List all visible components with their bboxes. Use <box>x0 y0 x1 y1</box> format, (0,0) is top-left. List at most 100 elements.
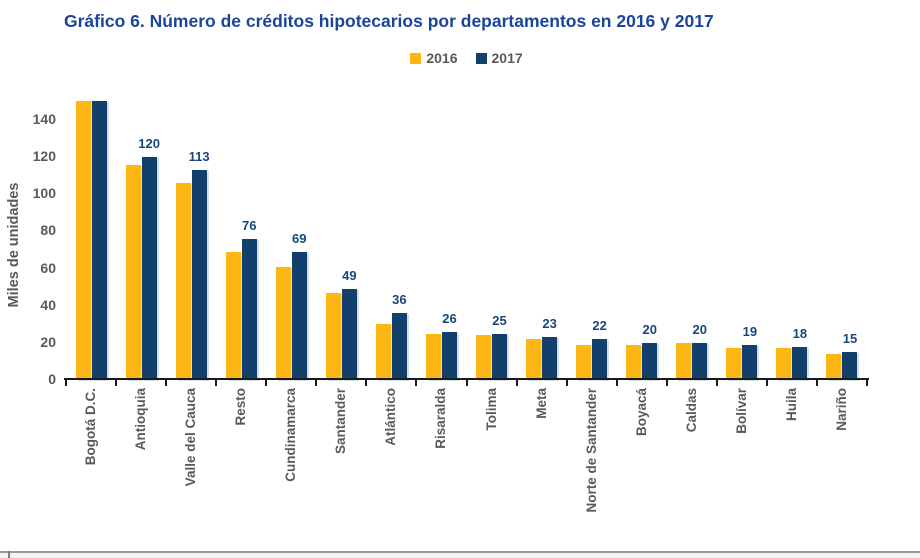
bar-2017 <box>592 339 608 380</box>
bar-2017 <box>842 352 858 380</box>
x-axis-tick <box>866 380 868 386</box>
category-label: Bolívar <box>733 388 749 434</box>
chart-title: Gráfico 6. Número de créditos hipotecari… <box>64 11 714 31</box>
y-axis-tick-label: 40 <box>40 296 56 313</box>
x-axis-tick <box>665 380 668 386</box>
bar-2017 <box>742 344 758 380</box>
value-label: 120 <box>138 136 160 152</box>
x-axis-tick <box>65 380 67 386</box>
y-axis-tick-label: 120 <box>32 148 56 165</box>
value-label: 20 <box>642 321 657 337</box>
category-label: Boyacá <box>633 388 649 437</box>
value-label: 69 <box>292 230 307 246</box>
value-label: 20 <box>692 321 708 337</box>
y-axis-tick-label: 140 <box>32 111 56 127</box>
bar-2016 <box>125 164 141 380</box>
value-label: 15 <box>842 331 858 347</box>
bar-2016 <box>476 335 492 380</box>
y-axis-tick-label: 60 <box>40 259 56 276</box>
value-label: 76 <box>241 217 257 233</box>
x-axis-tick <box>115 380 118 386</box>
category-label: Caldas <box>683 388 699 433</box>
bar-2016 <box>275 266 291 380</box>
legend-label: 2016 <box>426 50 458 66</box>
x-axis-tick <box>415 380 418 386</box>
bar-2016 <box>425 333 441 380</box>
bar-2017 <box>692 342 708 380</box>
category-label: Atlántico <box>383 388 399 446</box>
legend-label: 2017 <box>491 50 523 66</box>
chart-legend: 2016 2017 <box>66 50 867 66</box>
value-label: 113 <box>188 149 210 165</box>
bar-2016 <box>526 339 542 380</box>
value-label: 36 <box>392 292 407 308</box>
bottom-divider-notch <box>8 551 10 558</box>
value-label: 23 <box>542 316 557 332</box>
x-axis-tick <box>765 380 768 386</box>
x-axis-tick <box>215 380 218 386</box>
category-label: Nariño <box>833 388 849 431</box>
legend-item-2017: 2017 <box>475 50 523 66</box>
bar-2017 <box>141 157 157 380</box>
category-label: Antioquia <box>133 388 149 451</box>
bar-2017 <box>542 337 558 380</box>
category-label: Bogotá D.C. <box>83 388 99 466</box>
bar-2016 <box>225 251 241 380</box>
bar-2017 <box>291 251 307 380</box>
value-label: 25 <box>492 312 507 328</box>
bar-2016 <box>726 348 742 380</box>
x-axis-tick <box>715 380 718 386</box>
x-axis-tick <box>815 380 818 386</box>
value-label: 18 <box>792 325 808 341</box>
category-label: Santander <box>333 388 349 455</box>
x-axis-tick <box>465 380 468 386</box>
category-label: Valle del Cauca <box>183 388 199 487</box>
value-label: 49 <box>342 268 357 283</box>
x-axis-tick <box>165 380 168 386</box>
bar-2016 <box>826 354 842 380</box>
x-axis-tick <box>515 380 518 386</box>
category-label: Meta <box>533 388 549 419</box>
value-label: 19 <box>742 323 758 339</box>
x-axis-tick <box>315 380 318 386</box>
bar-2017 <box>391 313 407 380</box>
x-axis-tick <box>265 380 268 386</box>
bar-2017 <box>441 331 457 380</box>
x-axis-tick <box>365 380 368 386</box>
bottom-divider <box>0 551 920 553</box>
bar-2017 <box>792 346 808 380</box>
legend-item-2016: 2016 <box>410 50 458 66</box>
bar-2017 <box>642 342 658 380</box>
legend-swatch-icon <box>410 52 422 64</box>
bar-2017 <box>191 170 207 380</box>
bar-2016 <box>626 344 642 380</box>
bar-2017 <box>91 101 107 380</box>
bar-2017 <box>341 289 357 380</box>
category-label: Norte de Santander <box>583 388 599 513</box>
bar-2016 <box>175 183 191 380</box>
value-label: 22 <box>592 318 607 334</box>
x-axis-tick <box>565 380 568 386</box>
bar-2017 <box>241 238 257 380</box>
y-axis-tick-label: 80 <box>40 222 56 239</box>
y-axis-tick-label: 20 <box>40 333 56 350</box>
bar-2016 <box>75 101 91 380</box>
category-label: Huila <box>783 388 799 422</box>
category-label: Resto <box>233 388 249 426</box>
bar-2017 <box>492 333 508 380</box>
bar-2016 <box>776 348 792 380</box>
y-axis-tick-label: 0 <box>48 371 56 387</box>
bar-2016 <box>576 344 592 380</box>
category-label: Risaralda <box>433 388 449 449</box>
y-axis-tick-label: 100 <box>32 185 56 202</box>
bar-2016 <box>325 292 341 380</box>
bottom-band <box>0 553 920 558</box>
category-label: Cundinamarca <box>283 388 299 482</box>
x-axis-line <box>64 378 869 380</box>
bar-2016 <box>375 324 391 380</box>
bar-2016 <box>676 342 692 380</box>
value-label: 26 <box>442 310 457 326</box>
x-axis-tick <box>615 380 618 386</box>
